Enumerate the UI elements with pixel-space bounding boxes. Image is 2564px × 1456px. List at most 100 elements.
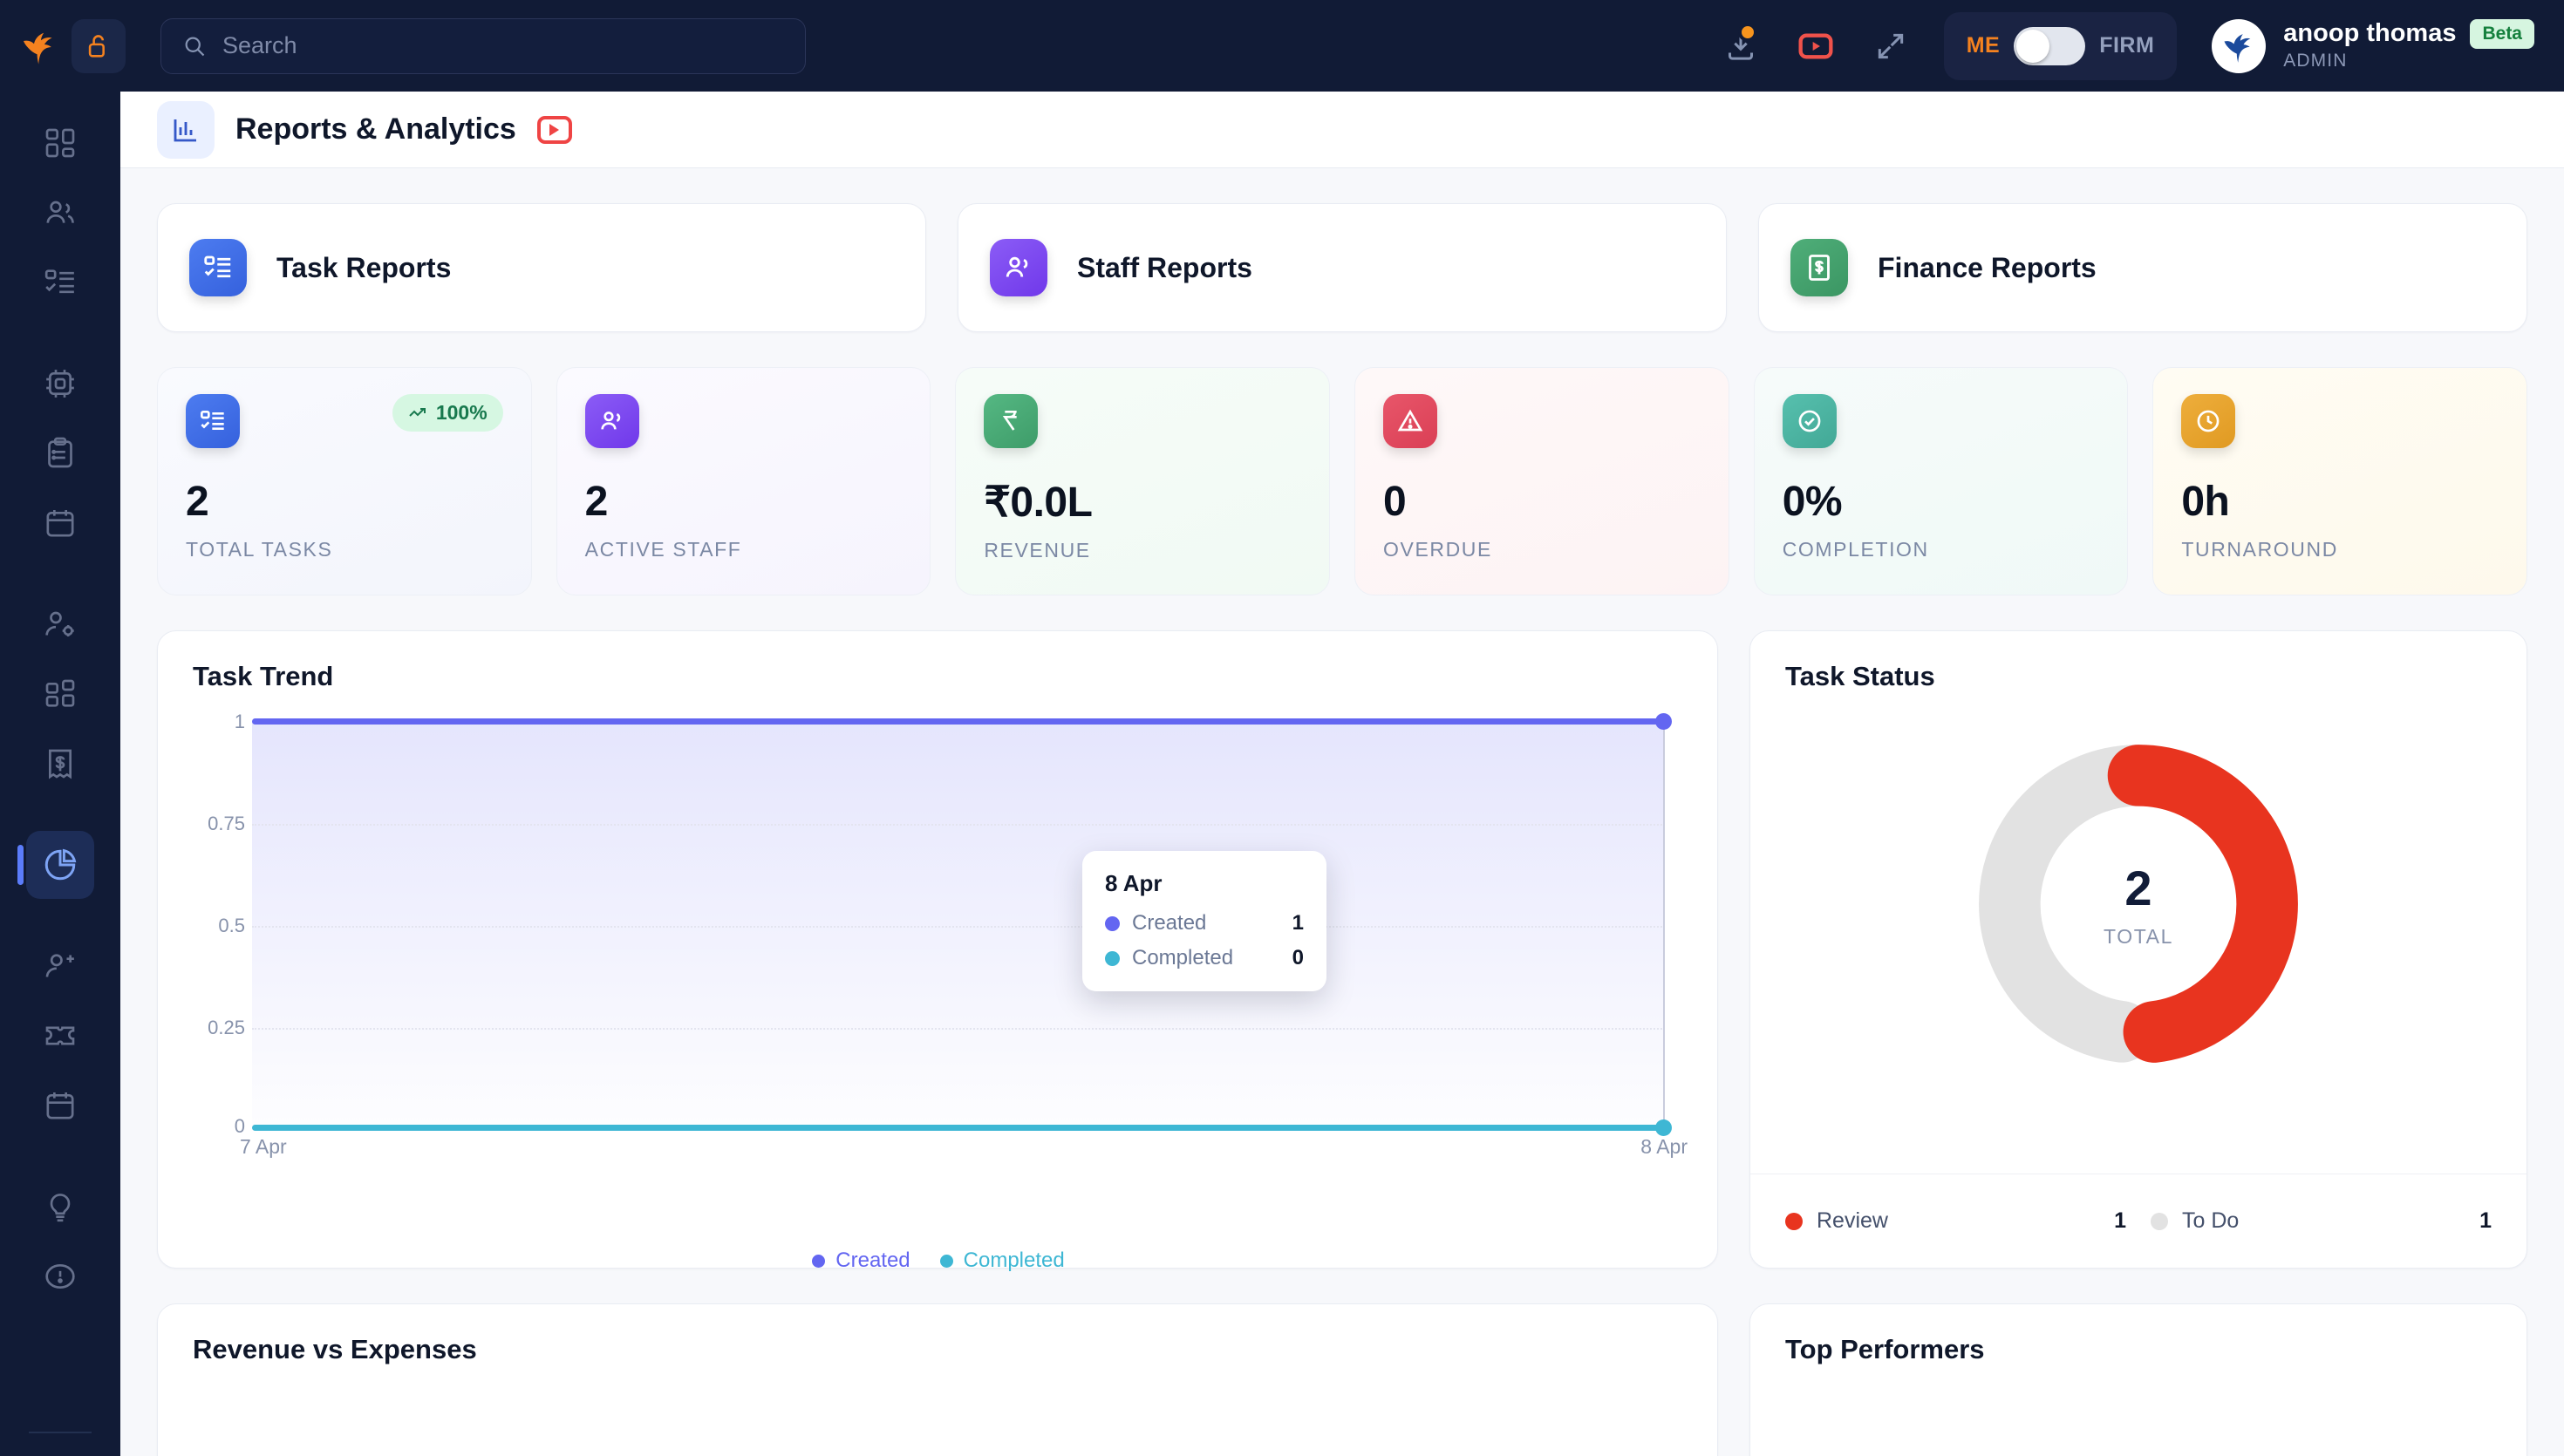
revenue-expenses-panel: Revenue vs Expenses 0L <box>157 1303 1718 1456</box>
kpi-top <box>584 394 903 448</box>
kpi-turnaround[interactable]: 0h TURNAROUND <box>2152 367 2528 595</box>
user-text: anoop thomas Beta ADMIN <box>2283 18 2534 72</box>
sidebar-item-tickets[interactable] <box>26 1002 94 1070</box>
app-logo[interactable] <box>0 25 78 67</box>
kpi-icon-wrap <box>1383 394 1438 448</box>
donut-chart-svg <box>1979 745 2298 1064</box>
money-bill-icon <box>1809 255 1830 281</box>
search-icon <box>185 37 205 56</box>
sidebar-item-apps[interactable] <box>26 660 94 728</box>
y-tick: 0 <box>234 1115 245 1137</box>
sidebar-item-calendar[interactable] <box>26 489 94 557</box>
ticket-icon <box>45 1026 75 1045</box>
kpi-active-staff[interactable]: 2 ACTIVE STAFF <box>556 367 931 595</box>
scope-switch[interactable] <box>2014 26 2086 65</box>
lock-toggle-button[interactable] <box>72 18 126 73</box>
series-line-created <box>252 718 1665 725</box>
reports-pie-icon <box>44 848 77 881</box>
main-content: Reports & Analytics Task Reports <box>120 92 2564 1456</box>
video-help-button[interactable] <box>1778 16 1853 77</box>
user-role: ADMIN <box>2283 50 2348 71</box>
tooltip-series-name: Created <box>1132 911 1207 935</box>
kpi-label: OVERDUE <box>1383 538 1492 561</box>
legend-label: Created <box>835 1248 910 1272</box>
search-box[interactable] <box>160 17 806 74</box>
fullscreen-button[interactable] <box>1853 16 1928 77</box>
sidebar-item-dashboard[interactable] <box>26 109 94 177</box>
user-name: anoop thomas <box>2283 19 2457 48</box>
sidebar-item-add-user[interactable] <box>26 932 94 1000</box>
kpi-completion[interactable]: 0% COMPLETION <box>1753 367 2129 595</box>
sidebar-item-calendar-alt[interactable] <box>26 1072 94 1140</box>
download-button[interactable] <box>1703 16 1778 77</box>
status-legend-item-review[interactable]: Review 1 <box>1785 1208 2126 1234</box>
page-video-badge[interactable] <box>536 115 572 144</box>
status-value: 1 <box>2479 1208 2492 1233</box>
legend-item-created[interactable]: Created <box>812 1248 910 1273</box>
status-legend-item-todo[interactable]: To Do 1 <box>2126 1208 2492 1234</box>
clients-users-icon <box>46 201 74 223</box>
report-card-task[interactable]: Task Reports <box>157 203 926 332</box>
sidebar-item-automation[interactable] <box>26 350 94 418</box>
kpi-value: 0 <box>1383 479 1407 525</box>
donut-total-value: 2 <box>2124 861 2152 915</box>
apps-grid-icon <box>45 679 75 707</box>
topbar: ME FIRM anoop thomas Beta ADMIN <box>0 0 2564 92</box>
scope-me-label: ME <box>1966 33 2001 58</box>
rupee-icon <box>1003 411 1018 431</box>
kpi-total-tasks[interactable]: 100% 2 TOTAL TASKS <box>157 367 532 595</box>
kpi-top <box>984 394 1301 448</box>
alert-triangle-icon <box>1397 409 1423 432</box>
kpi-value: 2 <box>584 479 609 525</box>
bar-chart-icon <box>174 119 196 141</box>
sidebar-item-documents[interactable] <box>26 419 94 487</box>
page-title: Reports & Analytics <box>235 112 516 146</box>
donut-total-label: TOTAL <box>2104 925 2173 948</box>
kpi-revenue[interactable]: ₹0.0L REVENUE <box>955 367 1331 595</box>
tooltip-date: 8 Apr <box>1105 870 1163 896</box>
scope-toggle[interactable]: ME FIRM <box>1943 11 2178 80</box>
user-menu[interactable]: anoop thomas Beta ADMIN <box>2212 18 2534 73</box>
gridline <box>252 926 1665 928</box>
tooltip-row-created: Created 1 <box>1105 911 1304 936</box>
task-status-panel: Task Status 2 TOTAL <box>1749 630 2527 1269</box>
sidebar-item-alerts[interactable] <box>26 1242 94 1310</box>
topbar-actions: ME FIRM anoop thomas Beta ADMIN <box>1703 11 2564 80</box>
sidebar-item-ideas[interactable] <box>26 1173 94 1241</box>
task-status-donut[interactable]: 2 TOTAL <box>1968 734 2308 1074</box>
gridline <box>252 1028 1665 1030</box>
tooltip-dot <box>1105 915 1120 931</box>
finance-reports-icon-wrap <box>1790 239 1848 296</box>
data-point-created[interactable] <box>1655 713 1672 730</box>
charts-row: Task Trend 1 0.75 0.5 0.25 0 <box>157 630 2527 1272</box>
legend-item-completed[interactable]: Completed <box>939 1248 1065 1273</box>
sidebar-item-user-settings[interactable] <box>26 590 94 658</box>
sidebar-item-reports[interactable] <box>17 831 94 899</box>
kpi-label: TURNAROUND <box>2181 538 2338 561</box>
x-tick: 7 Apr <box>240 1135 287 1158</box>
data-point-completed[interactable] <box>1655 1119 1672 1136</box>
plot-area: 7 Apr 8 Apr <box>240 713 1688 1158</box>
kpi-label: ACTIVE STAFF <box>584 538 742 561</box>
sidebar-item-tasks[interactable] <box>26 248 94 316</box>
top-performers-panel: Top Performers anoop thomas 0% <box>1749 1303 2527 1456</box>
status-name: Review <box>1817 1208 1888 1233</box>
task-trend-chart[interactable]: 1 0.75 0.5 0.25 0 <box>193 711 1688 1272</box>
donut-segment-review <box>1979 745 2298 1064</box>
sidebar-item-invoices[interactable] <box>26 730 94 798</box>
lightbulb-icon <box>50 1194 71 1222</box>
kpi-overdue[interactable]: 0 OVERDUE <box>1354 367 1729 595</box>
sidebar-item-clients[interactable] <box>26 179 94 247</box>
kpi-row: 100% 2 TOTAL TASKS 2 A <box>157 367 2528 595</box>
report-card-staff[interactable]: Staff Reports <box>958 203 1727 332</box>
status-dot <box>2151 1212 2168 1230</box>
kpi-icon-wrap <box>2181 394 2236 448</box>
tasks-checklist-icon <box>201 411 224 430</box>
dashboard-grid-icon <box>45 128 75 158</box>
report-card-finance[interactable]: Finance Reports <box>1758 203 2527 332</box>
kpi-icon-wrap <box>984 394 1039 448</box>
tooltip-dot <box>1105 950 1120 966</box>
tooltip-row-completed: Completed 0 <box>1105 946 1304 970</box>
search-input[interactable] <box>222 32 784 59</box>
